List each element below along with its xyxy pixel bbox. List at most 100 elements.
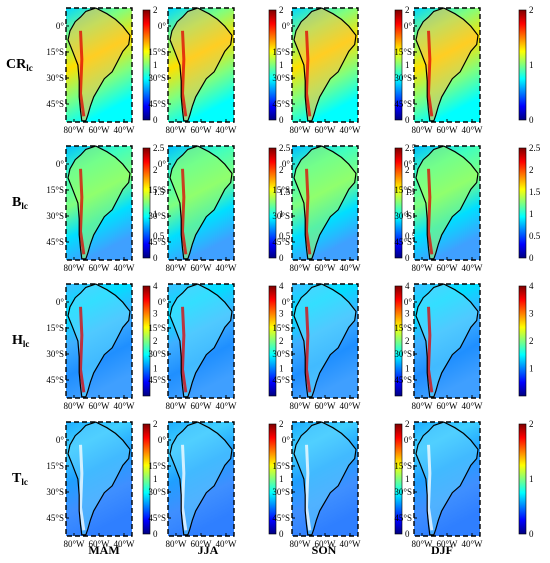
map-panel-b-son: 0° 15°S 30°S 45°S 80°W 60°W 40°W 2.5 2 1.5 1 0.5 0 <box>272 143 416 273</box>
row-label-h: Hlc <box>12 333 30 350</box>
colorbar-tick-label: 1.5 <box>279 187 291 197</box>
colorbar-tick-label: 1 <box>405 60 410 70</box>
colorbar <box>394 423 403 535</box>
lat-tick-label: 0° <box>56 159 65 169</box>
lat-tick-label: 15°S <box>272 47 290 57</box>
lat-tick-label: 0° <box>282 297 291 307</box>
coastline <box>293 7 357 122</box>
lat-tick-label: 45°S <box>394 513 412 523</box>
colorbar-tick-label: 2 <box>405 336 410 346</box>
column-label-son: SON <box>311 543 337 557</box>
row-label-cr: CRlc <box>6 57 33 74</box>
lon-tick-label: 60°W <box>88 539 110 549</box>
lat-tick-label: 0° <box>282 159 291 169</box>
colorbar-tick-label: 0.5 <box>405 231 417 241</box>
continent-fill <box>294 8 356 121</box>
colorbar-tick-label: 1 <box>279 60 284 70</box>
lat-tick-label: 0° <box>56 435 65 445</box>
colorbar-tick-label: 0 <box>405 115 410 125</box>
lat-tick-label: 30°S <box>272 73 290 83</box>
colorbar-tick-label: 0.5 <box>153 231 165 241</box>
lon-tick-label: 40°W <box>461 401 483 411</box>
colorbar-tick-label: 1 <box>529 364 534 374</box>
colorbar-tick-label: 1 <box>405 364 410 374</box>
lat-tick-label: 30°S <box>272 349 290 359</box>
colorbar <box>518 147 527 259</box>
coastline <box>293 145 357 260</box>
coastline <box>67 145 131 260</box>
lon-tick-label: 40°W <box>461 539 483 549</box>
lon-tick-label: 40°W <box>215 539 237 549</box>
lat-tick-label: 15°S <box>148 47 166 57</box>
map-panel-b-mam: 0° 15°S 30°S 45°S 80°W 60°W 40°W 2.5 2 1.5 1 0.5 0 <box>46 143 164 273</box>
lon-tick-label: 80°W <box>165 539 187 549</box>
colorbar-tick-label: 2 <box>153 419 158 429</box>
lat-tick-label: 30°S <box>46 73 64 83</box>
continent-fill <box>416 146 478 259</box>
lat-tick-label: 30°S <box>394 487 412 497</box>
lat-tick-label: 15°S <box>272 461 290 471</box>
colorbar-tick-label: 0 <box>405 529 410 539</box>
column-label-djf: DJF <box>431 543 453 557</box>
andes-signal <box>79 30 86 117</box>
coastline <box>293 421 357 536</box>
colorbar-tick-label: 4 <box>405 281 410 291</box>
lat-tick-label: 0° <box>404 159 413 169</box>
lat-tick-label: 30°S <box>46 349 64 359</box>
lon-tick-label: 40°W <box>461 263 483 273</box>
andes-signal <box>79 168 86 255</box>
colorbar-tick-label: 2.5 <box>405 143 417 153</box>
colorbar-tick-label: 2 <box>153 5 158 15</box>
coastline <box>415 7 479 122</box>
colorbar-tick-label: 2 <box>279 5 284 15</box>
colorbar <box>142 423 151 535</box>
lat-tick-label: 15°S <box>46 47 64 57</box>
coastline <box>169 145 233 260</box>
lon-tick-label: 80°W <box>411 539 433 549</box>
map-panel-b-djf: 0° 15°S 30°S 45°S 80°W 60°W 40°W 2.5 2 1.5 1 0.5 0 <box>394 143 540 273</box>
colorbar-tick-label: 2.5 <box>279 143 291 153</box>
continent-fill <box>170 422 232 535</box>
colorbar-tick-label: 2 <box>279 336 284 346</box>
map-panel-h-djf: 0° 15°S 30°S 45°S 80°W 60°W 40°W 4 3 2 1 <box>394 281 534 411</box>
andes-signal <box>181 168 188 255</box>
lat-tick-label: 0° <box>56 21 65 31</box>
lon-tick-label: 40°W <box>113 401 135 411</box>
colorbar-tick-label: 0 <box>279 529 284 539</box>
continent-fill <box>294 146 356 259</box>
lon-tick-label: 40°W <box>113 539 135 549</box>
lon-tick-label: 80°W <box>63 125 85 135</box>
lon-tick-label: 80°W <box>289 125 311 135</box>
lon-tick-label: 80°W <box>411 263 433 273</box>
colorbar <box>268 147 277 259</box>
lat-tick-label: 45°S <box>46 237 64 247</box>
lon-tick-label: 60°W <box>436 401 458 411</box>
andes-signal <box>305 168 312 255</box>
colorbar <box>142 285 151 397</box>
lat-tick-label: 0° <box>158 297 167 307</box>
lat-tick-label: 0° <box>404 21 413 31</box>
lat-tick-label: 45°S <box>148 237 166 247</box>
lon-tick-label: 40°W <box>339 539 361 549</box>
colorbar-tick-label: 0 <box>405 253 410 263</box>
map-panel-cr-mam: 0° 15°S 30°S 45°S 80°W 60°W 40°W 2 1 0 <box>46 5 158 135</box>
coastline <box>67 7 131 122</box>
colorbar-tick-label: 4 <box>529 281 534 291</box>
colorbar-tick-label: 4 <box>153 281 158 291</box>
map-panel-h-son: 0° 15°S 30°S 45°S 80°W 60°W 40°W 4 3 2 1 <box>272 281 410 411</box>
lon-tick-label: 60°W <box>436 125 458 135</box>
lat-tick-label: 45°S <box>46 99 64 109</box>
continent-fill <box>416 422 478 535</box>
lat-tick-label: 45°S <box>272 375 290 385</box>
colorbar-tick-label: 1 <box>405 209 410 219</box>
lat-tick-label: 30°S <box>148 487 166 497</box>
coastline <box>293 283 357 398</box>
lat-tick-label: 30°S <box>148 349 166 359</box>
lon-tick-label: 40°W <box>215 263 237 273</box>
lon-tick-label: 60°W <box>88 401 110 411</box>
colorbar-tick-label: 4 <box>279 281 284 291</box>
lat-tick-label: 15°S <box>394 323 412 333</box>
lat-tick-label: 15°S <box>394 47 412 57</box>
coastline <box>169 421 233 536</box>
